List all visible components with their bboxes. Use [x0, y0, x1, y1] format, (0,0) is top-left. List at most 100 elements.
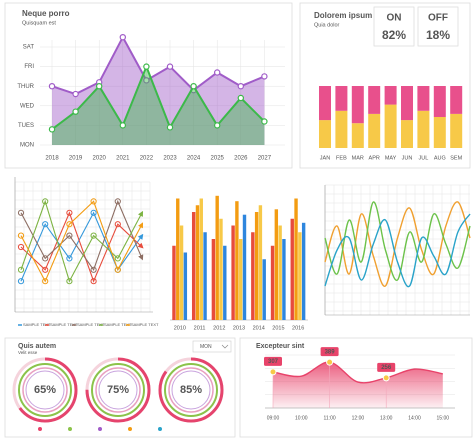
kpi-value: 18%	[426, 28, 450, 42]
ring-deco	[168, 367, 214, 413]
area	[52, 66, 265, 145]
point	[90, 278, 97, 285]
point	[17, 209, 25, 216]
x-tick-label: 2022	[140, 156, 154, 162]
donut-label: 75%	[107, 384, 129, 396]
chart-subtitle: Velit esse	[18, 350, 38, 355]
donut-label: 85%	[180, 384, 202, 396]
kpi-value: 82%	[382, 28, 406, 42]
legend-label: SAMPLE TEXT	[77, 322, 105, 327]
bar	[278, 225, 282, 320]
bar	[298, 232, 302, 320]
bar	[274, 209, 279, 320]
point	[114, 198, 121, 205]
bar	[270, 245, 275, 320]
bar-segment	[450, 86, 463, 114]
point	[17, 232, 25, 239]
legend-label: SAMPLE TEXT	[23, 322, 51, 327]
label-bg	[264, 356, 282, 366]
point	[66, 221, 73, 228]
bar-segment	[433, 86, 446, 117]
point	[190, 82, 197, 90]
y-tick-label: TUES	[18, 123, 34, 129]
bar-segment	[433, 117, 446, 148]
ring-deco	[95, 367, 141, 413]
x-tick-label: 2014	[253, 325, 265, 331]
x-tick-label: SEM	[450, 155, 462, 161]
dropdown[interactable]	[192, 340, 232, 353]
line	[324, 201, 471, 281]
y-tick-label: THUR	[17, 84, 34, 90]
point	[72, 90, 79, 98]
x-tick-label: 2016	[292, 325, 304, 331]
area	[52, 37, 265, 146]
bar-segment	[384, 104, 397, 148]
data-label: 389	[325, 349, 336, 355]
line	[272, 361, 443, 384]
data-label: 256	[381, 365, 392, 371]
point	[382, 374, 390, 382]
x-tick-label: JAN	[320, 155, 330, 161]
x-tick-label: 2019	[69, 156, 83, 162]
point	[213, 122, 221, 129]
point	[66, 278, 73, 285]
ring-deco	[164, 363, 218, 417]
point	[17, 243, 25, 251]
point	[166, 63, 174, 70]
point	[166, 124, 174, 131]
x-tick-label: MAR	[352, 155, 364, 161]
bar-segment	[417, 110, 430, 148]
bar-segment	[450, 113, 463, 148]
x-tick-label: 11:00	[324, 415, 336, 421]
legend-dot	[38, 427, 42, 431]
point	[326, 358, 334, 366]
kpi-label: ON	[387, 13, 402, 24]
point	[17, 266, 25, 273]
ring-deco	[18, 363, 72, 417]
bar	[231, 225, 235, 320]
x-tick-label: 2023	[163, 156, 177, 162]
legend-label: SAMPLE TEXT	[50, 322, 78, 327]
point	[42, 198, 49, 205]
bar	[251, 232, 255, 320]
point	[90, 266, 97, 273]
point	[261, 118, 268, 125]
x-tick-label: 14:00	[408, 415, 421, 421]
point	[114, 266, 121, 273]
bar-segment	[368, 113, 381, 148]
bar-segment	[335, 86, 348, 111]
chart-subtitle: Quisquam est	[22, 20, 56, 26]
bar-segment	[368, 86, 381, 114]
legend-dot	[68, 427, 72, 431]
bar	[239, 239, 243, 320]
chart-title: Excepteur sint	[256, 343, 305, 350]
bar	[254, 212, 259, 320]
x-tick-label: 2011	[194, 325, 206, 331]
x-tick-label: 2024	[187, 156, 201, 162]
legend-label: SAMPLE TEXT	[131, 322, 159, 327]
point	[48, 126, 56, 133]
line	[51, 63, 266, 131]
legend-label: SAMPLE TEXT	[104, 322, 132, 327]
ring-deco	[98, 370, 138, 410]
data-label: 307	[268, 359, 279, 365]
point	[66, 232, 73, 239]
bar	[301, 222, 306, 320]
x-tick-label: 2018	[45, 156, 59, 162]
x-tick-label: 2020	[93, 156, 107, 162]
legend-dot	[158, 427, 162, 431]
legend-dot	[128, 427, 132, 431]
line	[20, 211, 144, 283]
x-tick-label: 2010	[174, 325, 186, 331]
x-tick-label: 2021	[116, 156, 130, 162]
y-tick-label: WED	[20, 103, 35, 109]
bar	[262, 259, 266, 320]
bar-segment	[319, 120, 331, 148]
ring-deco	[91, 363, 145, 417]
point	[72, 108, 79, 115]
x-tick-label: 2015	[272, 325, 284, 331]
bar	[258, 205, 263, 320]
bar-segment	[401, 120, 413, 148]
bar	[242, 214, 247, 320]
